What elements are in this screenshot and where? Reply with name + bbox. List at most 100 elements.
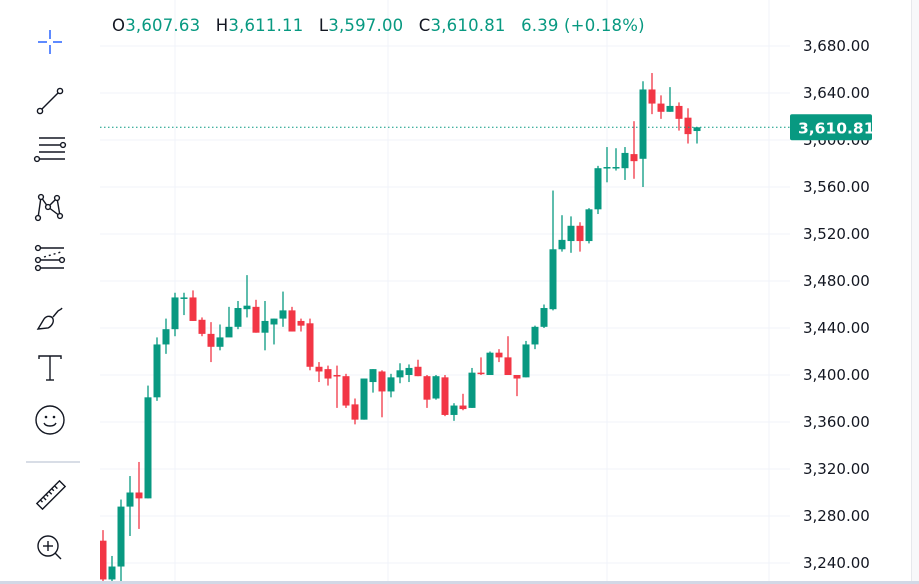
candle-body: [234, 308, 242, 327]
candle-body: [387, 377, 395, 392]
candle-body: [684, 117, 692, 135]
low-value: 3,597.00: [328, 16, 404, 35]
last-price-tag: [790, 114, 872, 141]
candle-body: [243, 305, 251, 310]
price-axis-label: 3,640.00: [803, 84, 870, 102]
candle-body: [378, 371, 386, 392]
candle-body: [477, 372, 485, 375]
candle-body: [261, 320, 269, 333]
candle-body: [306, 323, 314, 367]
candle-body: [279, 310, 287, 319]
text-tool[interactable]: [28, 346, 72, 390]
price-axis-label: 3,280.00: [803, 507, 870, 525]
candle-body: [396, 370, 404, 378]
candle-body: [603, 167, 611, 169]
candle-body: [585, 209, 593, 242]
candle-body: [153, 344, 161, 398]
trend-line-icon: [36, 87, 64, 115]
fib-retracement-tool[interactable]: [28, 127, 72, 171]
open-value: 3,607.63: [125, 16, 201, 35]
high-value: 3,611.11: [228, 16, 304, 35]
trend-line-tool[interactable]: [28, 79, 72, 123]
candle-body: [549, 249, 557, 310]
candle-body: [621, 152, 629, 169]
candle-body: [648, 89, 656, 104]
candle-body: [576, 225, 584, 242]
candle-body: [324, 369, 332, 379]
price-axis-label: 3,240.00: [803, 554, 870, 572]
candle-body: [189, 297, 197, 321]
brush-icon: [36, 307, 63, 330]
candle-body: [504, 357, 512, 375]
last-price-tag-text: 3,610.81: [798, 119, 875, 137]
ruler-icon: [35, 479, 67, 511]
price-axis-label: 3,440.00: [803, 319, 870, 337]
candle-body: [117, 506, 125, 567]
candle-body: [216, 337, 224, 347]
candle-body: [675, 105, 683, 119]
candle-body: [180, 297, 188, 299]
crosshair-icon: [38, 30, 62, 54]
candle-body: [288, 310, 296, 332]
candle-body: [225, 326, 233, 338]
price-axis-label: 3,400.00: [803, 366, 870, 384]
candle-body: [351, 404, 359, 420]
drawing-toolbar: [0, 0, 100, 581]
candle-body: [531, 326, 539, 345]
candle-body: [297, 320, 305, 326]
patterns-tool[interactable]: [28, 184, 72, 228]
candle-body: [693, 127, 701, 132]
candle-body: [459, 405, 467, 410]
candle-body: [432, 376, 440, 399]
brush-tool[interactable]: [28, 295, 72, 339]
candle-body: [135, 492, 143, 499]
candle-body: [144, 397, 152, 499]
price-axis-label: 3,520.00: [803, 225, 870, 243]
candle-body: [360, 378, 368, 420]
candle-body: [315, 366, 323, 372]
candle-body: [108, 566, 116, 580]
candle-body: [369, 369, 377, 383]
candle-body: [171, 297, 179, 330]
candle-body: [405, 367, 413, 375]
candle-body: [558, 239, 566, 250]
candle-body: [414, 366, 422, 377]
candle-body: [333, 375, 341, 377]
low-key: L: [318, 16, 329, 35]
smiley-icon: [35, 405, 65, 435]
candle-body: [468, 372, 476, 408]
candle-body: [441, 377, 449, 415]
candle-body: [162, 329, 170, 345]
ohlc-legend: O3,607.63 H3,611.11 L3,597.00 C3,610.81 …: [112, 16, 655, 35]
candle-body: [198, 319, 206, 334]
forecast-icon: [34, 244, 66, 272]
candle-body: [126, 492, 134, 507]
ruler-tool[interactable]: [28, 473, 72, 517]
emoji-tool[interactable]: [28, 398, 72, 442]
candle-body: [657, 103, 665, 112]
candle-body: [612, 167, 620, 169]
zoom-in-tool[interactable]: [28, 526, 72, 570]
chart-pane[interactable]: 3,680.003,640.003,600.003,560.003,520.00…: [100, 0, 911, 581]
candle-body: [495, 352, 503, 358]
candle-body: [594, 168, 602, 210]
candle-body: [639, 89, 647, 159]
open-key: O: [112, 16, 126, 35]
candle-body: [630, 154, 638, 162]
crosshair-tool[interactable]: [28, 20, 72, 64]
candle-body: [522, 344, 530, 378]
candle-body: [567, 225, 575, 242]
zoom-in-icon: [37, 535, 62, 560]
candle-body: [450, 405, 458, 415]
candle-body: [207, 333, 215, 347]
close-key: C: [418, 16, 431, 35]
candlestick-chart[interactable]: 3,680.003,640.003,600.003,560.003,520.00…: [100, 0, 911, 581]
xabcd-pattern-icon: [34, 193, 64, 222]
toolbar-separator: [26, 461, 80, 463]
forecast-tool[interactable]: [28, 236, 72, 280]
high-key: H: [215, 16, 229, 35]
close-value: 3,610.81: [430, 16, 506, 35]
price-axis-label: 3,320.00: [803, 460, 870, 478]
price-axis-label: 3,480.00: [803, 272, 870, 290]
bottom-border: [0, 581, 919, 584]
